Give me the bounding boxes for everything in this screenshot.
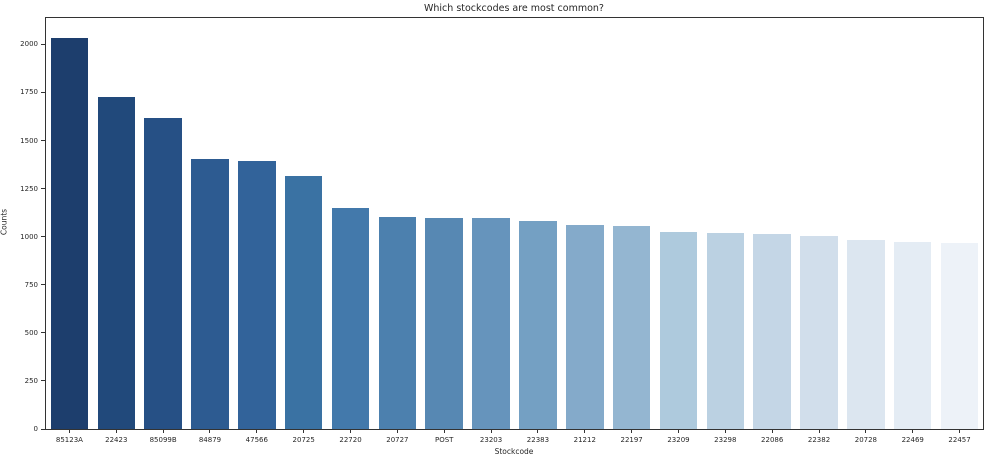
x-tick-label: 23203 — [479, 436, 503, 444]
bar-20725 — [284, 175, 323, 429]
x-tick-mark — [256, 429, 258, 433]
x-axis-label: Stockcode — [494, 447, 534, 456]
bar-22720 — [331, 207, 370, 429]
x-tick-mark — [631, 429, 633, 433]
y-tick-mark — [41, 236, 45, 238]
y-tick-label: 0 — [33, 425, 38, 433]
y-tick-mark — [41, 284, 45, 286]
x-tick-mark — [350, 429, 352, 433]
x-tick-mark — [912, 429, 914, 433]
x-tick-mark — [724, 429, 726, 433]
bar-85123A — [50, 37, 89, 429]
bar-22457 — [940, 242, 979, 429]
y-tick-label: 1750 — [20, 88, 38, 97]
bar-84879 — [191, 158, 229, 429]
chart-title: Which stockcodes are most common? — [424, 3, 604, 14]
bar-20727 — [378, 216, 417, 429]
x-tick-mark — [68, 429, 70, 433]
bar-21212 — [566, 225, 604, 429]
y-tick-label: 750 — [24, 280, 38, 289]
bar-22423 — [97, 97, 135, 429]
y-tick-label: 2000 — [20, 40, 38, 49]
bar-85099B — [144, 117, 182, 429]
x-tick-mark — [115, 429, 117, 433]
bar-23209 — [659, 231, 698, 429]
x-tick-label: 22423 — [105, 436, 128, 444]
x-tick-label: 22469 — [901, 436, 924, 444]
x-tick-label: 23298 — [714, 436, 737, 444]
x-tick-label: 20728 — [854, 436, 878, 444]
bar-22197 — [612, 225, 651, 429]
y-tick-mark — [41, 43, 45, 45]
y-tick-mark — [41, 428, 45, 430]
x-tick-label: 22197 — [620, 436, 643, 444]
x-tick-mark — [771, 429, 773, 433]
y-tick-mark — [41, 332, 45, 334]
x-tick-label: 22720 — [339, 436, 362, 444]
x-tick-mark — [162, 429, 164, 433]
x-tick-mark — [303, 429, 305, 433]
plot-area: 0 250 500 750 1000 1250 1500 1750 2000 85123A 2242… — [20, 17, 984, 444]
x-tick-mark — [537, 429, 539, 433]
x-tick-mark — [865, 429, 867, 433]
y-tick-mark — [41, 140, 45, 141]
y-tick-label: 1500 — [20, 136, 38, 145]
bar-POST — [425, 218, 463, 429]
x-tick-mark — [584, 429, 586, 433]
bar-22382 — [800, 235, 838, 429]
x-tick-label: 20725 — [292, 436, 315, 444]
x-tick-label: 22383 — [526, 436, 550, 444]
bar-22383 — [519, 220, 557, 429]
x-tick-label: 23209 — [667, 436, 690, 444]
x-tick-mark — [677, 429, 679, 433]
x-tick-mark — [959, 429, 961, 433]
x-tick-label: 22086 — [761, 436, 784, 444]
x-tick-label: 85123A — [55, 436, 83, 444]
y-axis-label: Counts — [0, 208, 9, 236]
x-tick-label: 21212 — [573, 436, 596, 444]
x-tick-label: 85099B — [149, 436, 177, 444]
x-tick-label: 20727 — [386, 436, 409, 444]
bar-23298 — [706, 232, 745, 429]
x-tick-mark — [490, 429, 492, 433]
y-tick-label: 1250 — [20, 184, 38, 193]
x-tick-mark — [396, 429, 398, 433]
bar-22086 — [753, 233, 791, 429]
x-tick-mark — [443, 429, 445, 433]
x-tick-label: POST — [434, 436, 454, 444]
y-tick-label: 1000 — [20, 232, 38, 241]
y-tick-mark — [41, 91, 45, 93]
bar-22469 — [893, 241, 932, 429]
y-tick-label: 250 — [24, 376, 38, 385]
x-tick-mark — [209, 429, 211, 433]
y-tick-mark — [41, 188, 45, 190]
x-tick-label: 47566 — [245, 436, 268, 444]
x-tick-label: 22382 — [807, 436, 831, 444]
x-tick-label: 22457 — [948, 436, 971, 444]
bar-23203 — [472, 218, 510, 429]
y-tick-mark — [41, 380, 45, 382]
x-tick-mark — [818, 429, 820, 433]
bar-20728 — [847, 240, 885, 429]
x-tick-label: 84879 — [198, 436, 222, 444]
bar-47566 — [238, 160, 276, 429]
y-tick-label: 500 — [24, 328, 38, 337]
